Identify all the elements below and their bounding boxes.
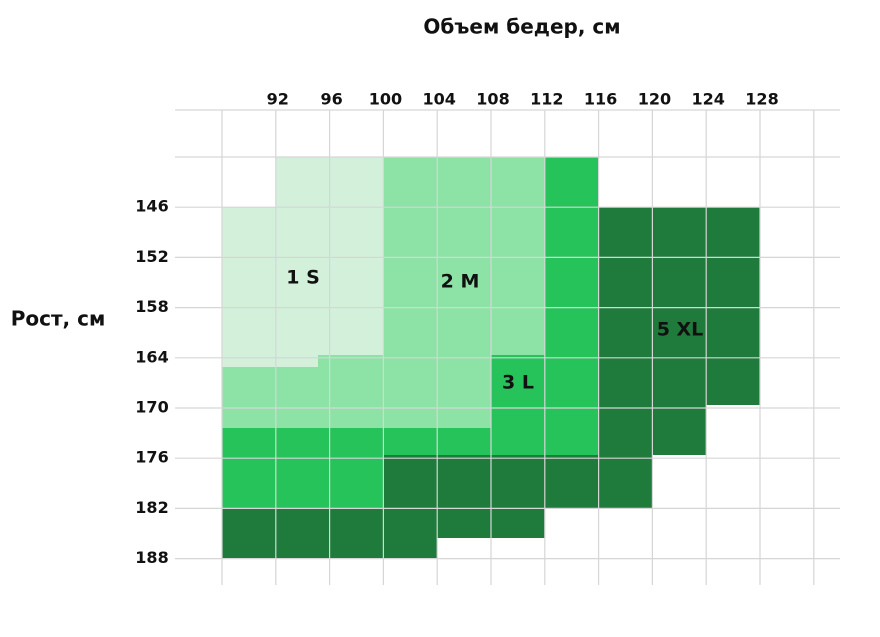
row-label: 170 — [135, 398, 168, 417]
region-2m — [222, 157, 545, 428]
row-label: 182 — [135, 498, 168, 517]
region-label: 2 M — [441, 271, 480, 293]
row-label: 164 — [135, 347, 168, 366]
y-axis-title: Рост, см — [11, 307, 106, 331]
row-label: 188 — [135, 548, 168, 567]
grid — [175, 109, 840, 585]
row-label: 158 — [135, 297, 168, 316]
region-5xl — [222, 207, 760, 559]
column-label: 116 — [584, 90, 617, 109]
x-axis-title: Объем бедер, см — [423, 15, 620, 39]
region-label: 1 S — [286, 267, 320, 289]
row-label: 152 — [135, 247, 168, 266]
column-label: 128 — [745, 90, 778, 109]
column-label: 124 — [691, 90, 724, 109]
column-label: 108 — [476, 90, 509, 109]
column-label: 100 — [369, 90, 402, 109]
column-label: 96 — [320, 90, 342, 109]
region-label: 3 L — [502, 372, 534, 394]
column-label: 92 — [267, 90, 289, 109]
row-label: 146 — [135, 197, 168, 216]
column-label: 104 — [422, 90, 455, 109]
column-label: 112 — [530, 90, 563, 109]
row-label: 176 — [135, 448, 168, 467]
column-label: 120 — [638, 90, 671, 109]
regions — [222, 157, 760, 559]
region-3l — [222, 157, 599, 508]
region-1s — [222, 157, 384, 367]
region-label: 5 XL — [657, 319, 704, 341]
